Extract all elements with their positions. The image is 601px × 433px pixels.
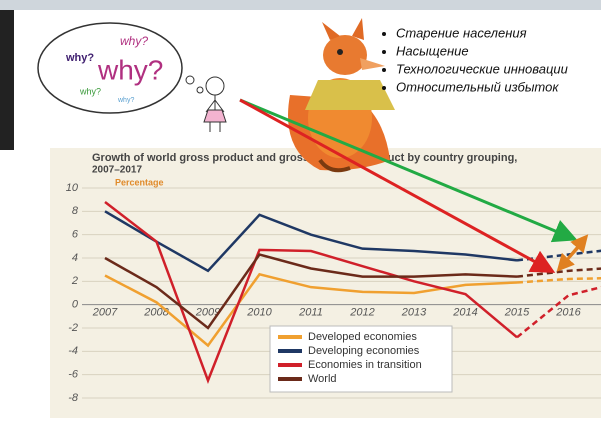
x-tick-label: 2011: [298, 307, 323, 319]
x-tick-label: 2012: [349, 307, 374, 319]
why-text: why?: [79, 86, 101, 96]
series-line: [104, 210, 518, 273]
y-axis-label: Percentage: [115, 177, 164, 187]
thought-cloud: [37, 22, 183, 114]
y-tick-label: 6: [72, 229, 79, 241]
top-band: [0, 0, 601, 10]
x-tick-label: 2014: [452, 307, 477, 319]
series-line: [104, 272, 518, 348]
green-arrow: [239, 98, 578, 243]
left-frame: [0, 10, 14, 150]
x-tick-label: 2013: [401, 307, 427, 319]
series-line: [516, 277, 601, 284]
bullet-dot: [382, 68, 386, 72]
x-tick-label: 2008: [143, 307, 169, 319]
y-tick-label: -6: [68, 369, 79, 381]
y-tick-label: 10: [66, 182, 79, 194]
why-text: why?: [117, 97, 134, 104]
legend-label: World: [308, 373, 337, 385]
x-tick-label: 2016: [555, 307, 581, 319]
legend-label: Developing economies: [308, 345, 420, 357]
why-text: why?: [97, 54, 163, 85]
x-tick-label: 2010: [246, 307, 272, 319]
bullet-text: Насыщение: [396, 43, 469, 58]
chart-subtitle: 2007–2017: [92, 165, 142, 176]
legend-label: Economies in transition: [308, 359, 422, 371]
bullet-text: Технологические инновации: [396, 61, 568, 76]
why-text: why?: [65, 52, 94, 64]
orange-arrow: [556, 247, 579, 272]
series-line: [516, 285, 601, 339]
y-tick-label: -8: [68, 392, 79, 404]
x-tick-label: 2007: [92, 307, 118, 319]
x-tick-label: 2009: [195, 307, 220, 319]
stick-figure: [203, 76, 227, 132]
y-tick-label: 0: [72, 299, 79, 311]
y-tick-label: 4: [72, 252, 78, 264]
bullet-dot: [382, 32, 386, 36]
series-line: [104, 253, 518, 330]
bullet-dot: [382, 86, 386, 90]
x-tick-label: 2015: [504, 307, 530, 319]
y-tick-label: 8: [72, 205, 79, 217]
y-tick-label: 2: [71, 275, 78, 287]
red-arrow: [239, 98, 556, 273]
why-text: why?: [120, 34, 148, 48]
bullet-text: Относительный избыток: [396, 79, 559, 94]
series-line: [104, 201, 518, 384]
cloud-dot: [196, 86, 204, 94]
legend-label: Developed economies: [308, 331, 417, 343]
y-tick-label: -4: [68, 345, 78, 357]
cloud-dot: [185, 75, 195, 85]
bullet-text: Старение населения: [396, 25, 527, 40]
bullet-dot: [382, 50, 386, 54]
y-tick-label: -2: [68, 322, 78, 334]
